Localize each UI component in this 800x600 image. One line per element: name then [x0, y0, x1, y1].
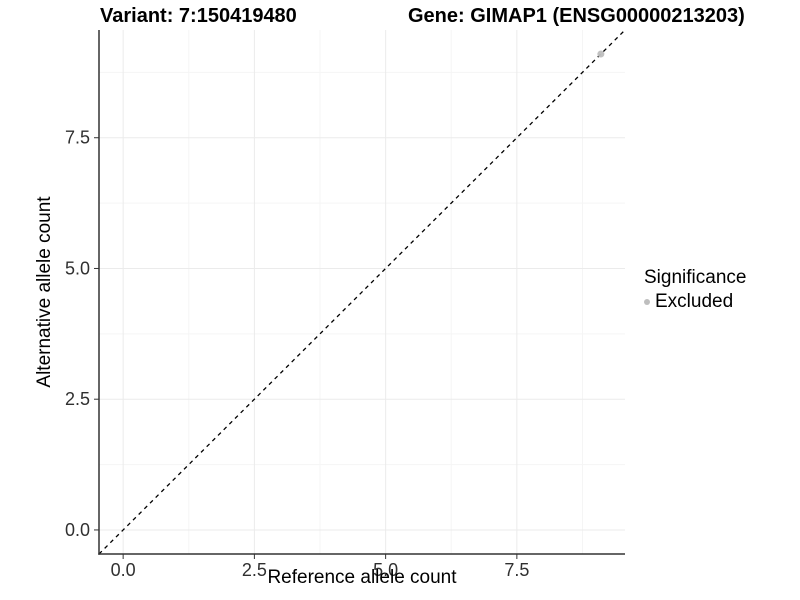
legend-item-excluded: Excluded: [638, 291, 746, 313]
plot-panel: 0.0 2.5 5.0 7.5 0.0 2.5 5.0 7.5: [65, 29, 626, 580]
plot-title-variant: Variant: 7:150419480: [100, 5, 297, 27]
identity-reference-line: [98, 29, 626, 555]
y-tick-label: 0.0: [65, 520, 90, 540]
legend-title: Significance: [644, 267, 747, 288]
plot-title-gene: Gene: GIMAP1 (ENSG00000213203): [408, 5, 745, 27]
x-axis-title: Reference allele count: [267, 567, 457, 588]
y-tick-label: 2.5: [65, 389, 90, 409]
x-tick-label: 2.5: [242, 560, 267, 580]
legend-point-icon: [643, 299, 650, 305]
y-tick-label: 7.5: [65, 128, 90, 148]
data-point: [597, 50, 605, 58]
x-tick-label: 5.0: [373, 560, 398, 580]
legend-item-label: Excluded: [655, 291, 734, 312]
legend: Significance Excluded: [638, 267, 746, 313]
x-tick-label: 7.5: [504, 560, 529, 580]
x-tick-label: 0.0: [111, 560, 136, 580]
legend-key: [638, 294, 655, 311]
y-tick-label: 5.0: [65, 258, 90, 278]
